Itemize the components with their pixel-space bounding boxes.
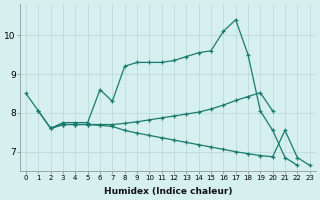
X-axis label: Humidex (Indice chaleur): Humidex (Indice chaleur) (104, 187, 232, 196)
